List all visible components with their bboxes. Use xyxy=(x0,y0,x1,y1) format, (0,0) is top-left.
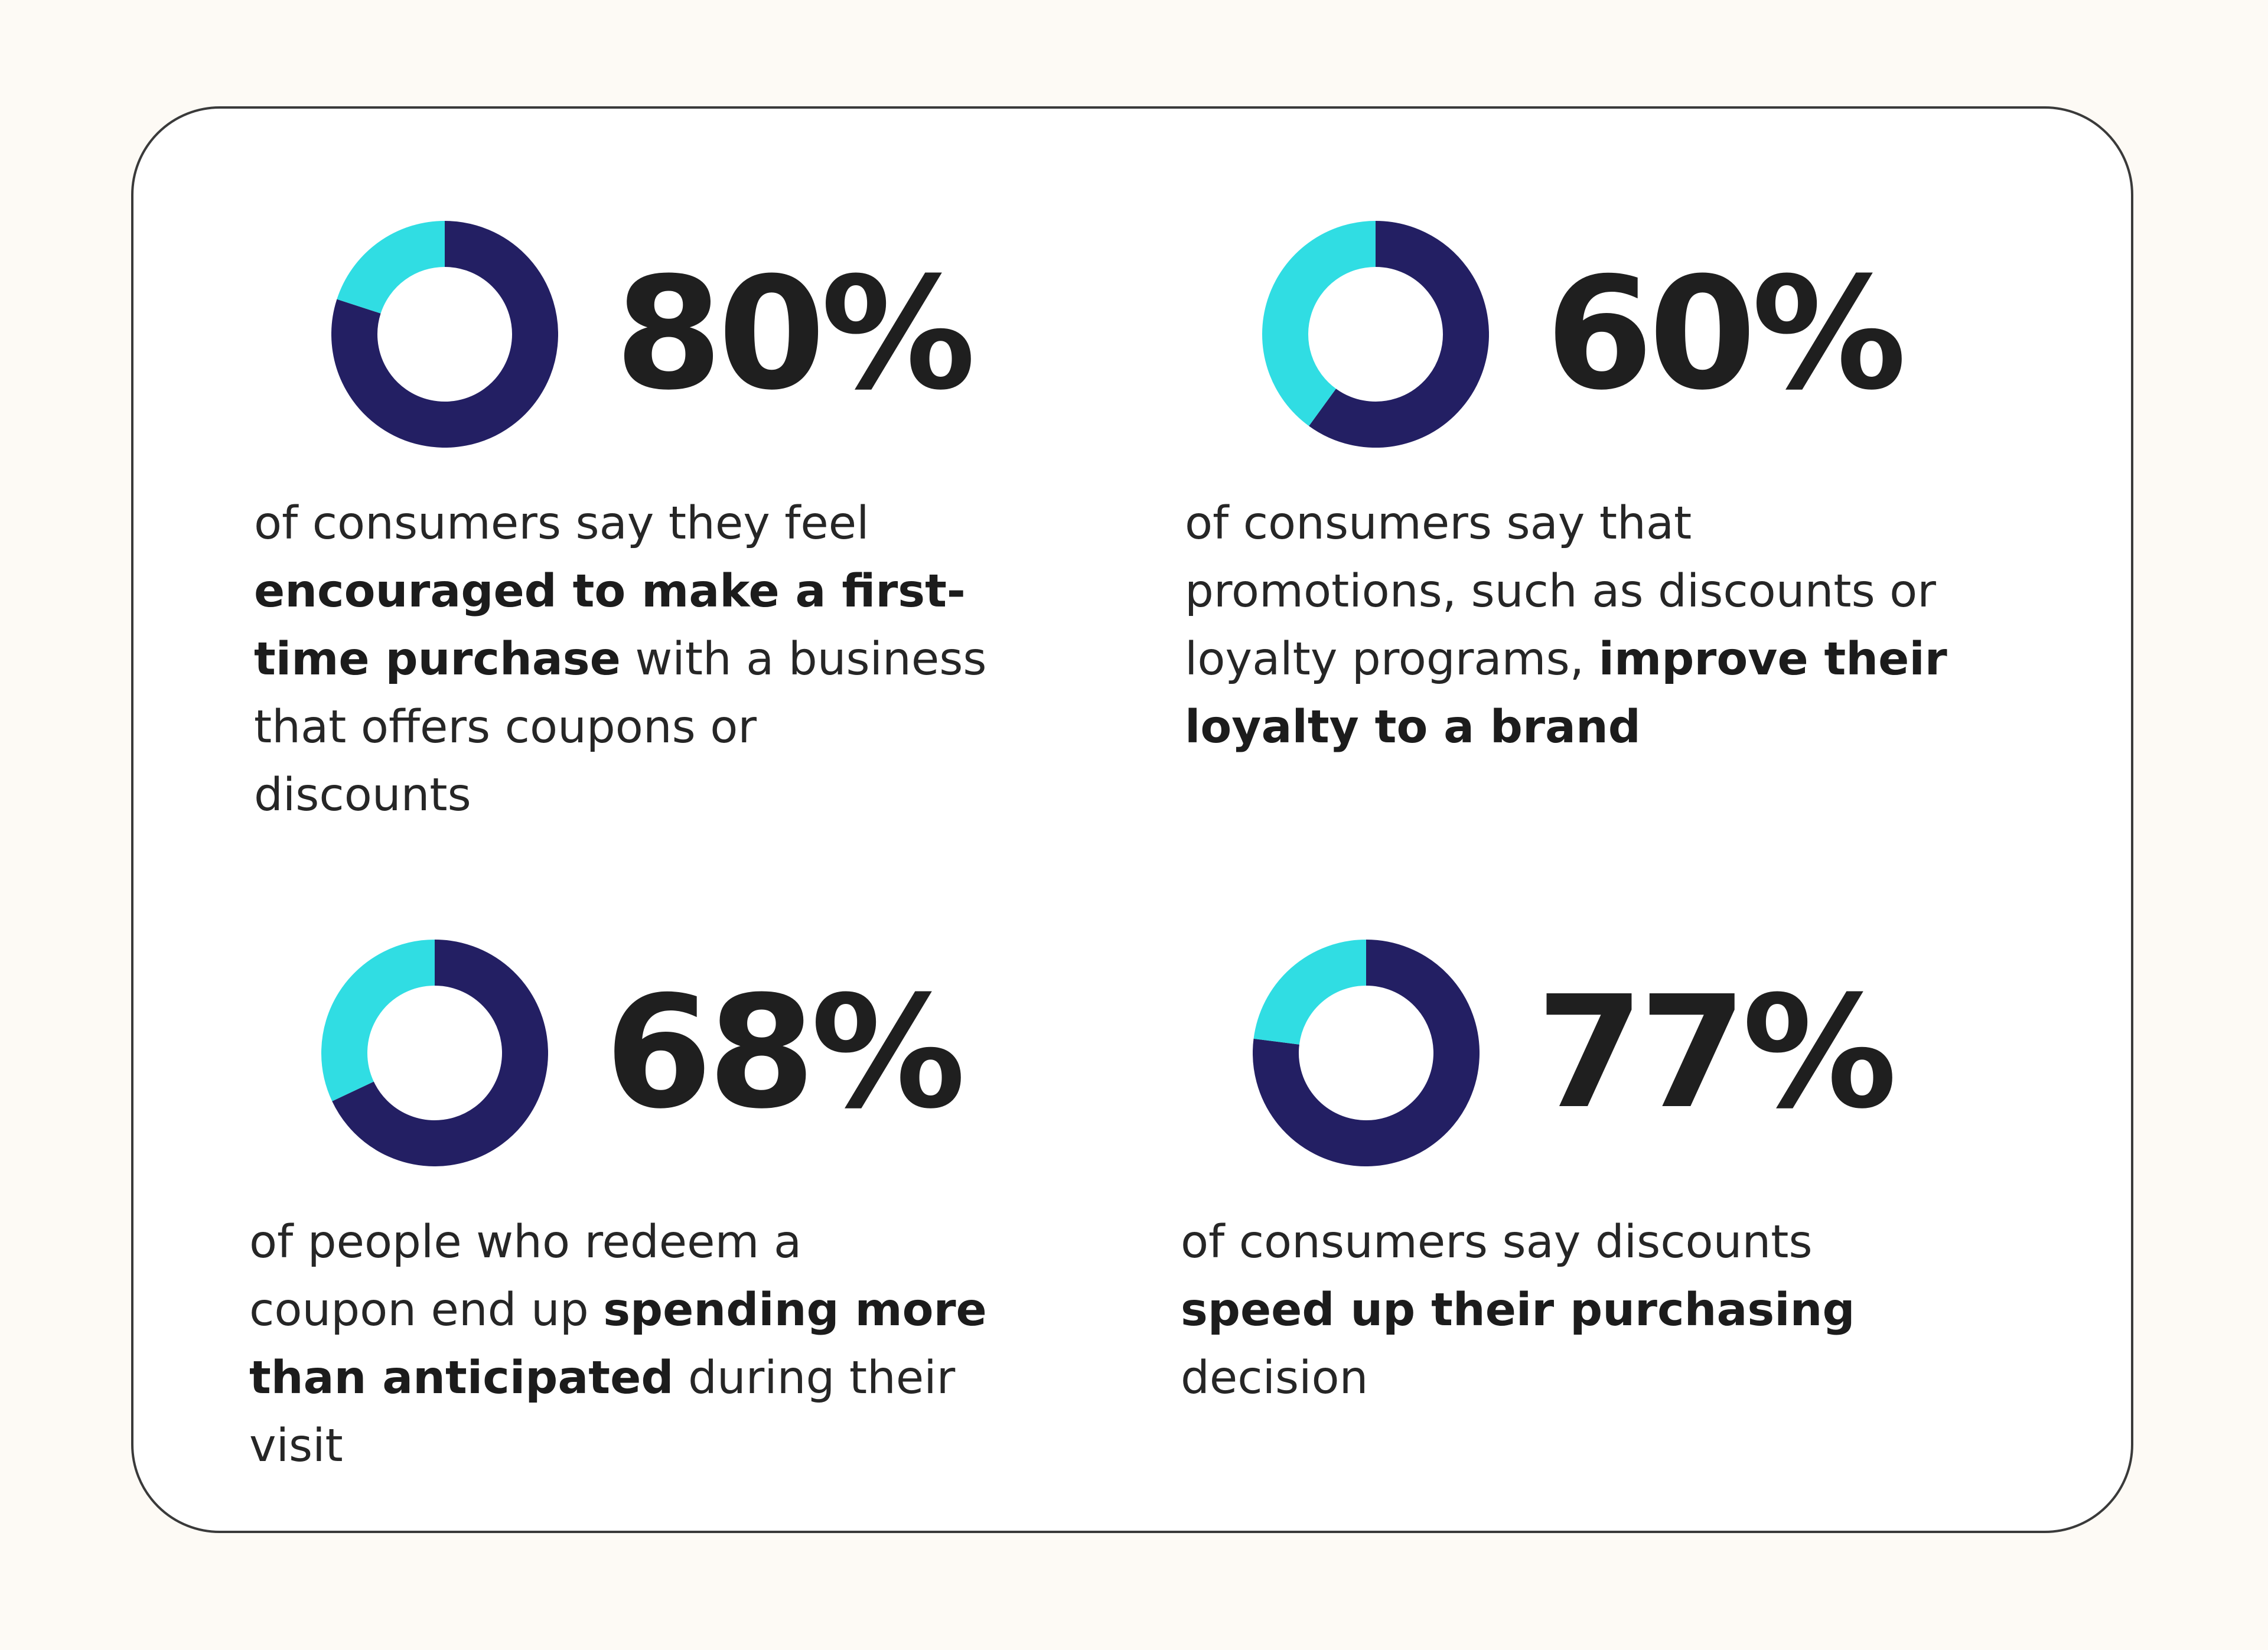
stat-percentage: 68% xyxy=(605,963,966,1143)
description-text: loyalty programs, xyxy=(1185,633,1599,686)
description-line: coupon end up spending more xyxy=(249,1276,987,1344)
description-text: promotions, such as discounts or xyxy=(1185,565,1936,618)
description-text: that offers coupons or xyxy=(254,701,757,754)
stat-description: of consumers say discounts speed up their… xyxy=(1181,1208,1855,1412)
donut-segment-remainder xyxy=(337,221,446,314)
description-line: loyalty to a brand xyxy=(1185,693,1947,761)
description-line: promotions, such as discounts or xyxy=(1185,557,1947,625)
donut-segment-value xyxy=(1253,940,1480,1166)
stat-description: of consumers say that promotions, such as… xyxy=(1185,490,1947,761)
description-emphasis: speed up their purchasing xyxy=(1181,1284,1855,1336)
description-line: time purchase with a business xyxy=(254,625,986,693)
description-line: visit xyxy=(249,1412,987,1480)
description-line: decision xyxy=(1181,1344,1855,1412)
description-emphasis: spending more xyxy=(603,1284,987,1336)
description-text: during their xyxy=(673,1352,956,1404)
description-text: of consumers say that xyxy=(1185,497,1692,550)
description-text: with a business xyxy=(620,633,987,686)
description-text: visit xyxy=(249,1420,343,1472)
donut-chart xyxy=(1262,221,1489,448)
donut-segment-value xyxy=(332,940,548,1166)
description-emphasis: encouraged to make a first- xyxy=(254,565,966,618)
description-line: discounts xyxy=(254,761,986,829)
donut-segment-value xyxy=(1309,221,1489,448)
stats-card: 80% of consumers say they feel encouraged… xyxy=(131,106,2133,1533)
description-emphasis: than anticipated xyxy=(249,1352,674,1404)
description-line: speed up their purchasing xyxy=(1181,1276,1855,1344)
description-text: discounts xyxy=(254,769,471,821)
description-line: of consumers say discounts xyxy=(1181,1208,1855,1276)
donut-segment-remainder xyxy=(1253,940,1367,1045)
donut-segment-remainder xyxy=(1262,221,1376,426)
description-line: than anticipated during their xyxy=(249,1344,987,1412)
description-emphasis: time purchase xyxy=(254,633,621,686)
donut-chart xyxy=(321,940,548,1166)
description-text: coupon end up xyxy=(249,1284,604,1336)
description-emphasis: improve their xyxy=(1598,633,1947,686)
description-line: that offers coupons or xyxy=(254,693,986,761)
stat-description: of people who redeem a coupon end up spen… xyxy=(249,1208,987,1480)
description-text: decision xyxy=(1181,1352,1368,1404)
stat-percentage: 77% xyxy=(1536,963,1897,1143)
description-text: of people who redeem a xyxy=(249,1216,802,1269)
donut-segment-remainder xyxy=(321,940,436,1101)
description-line: loyalty programs, improve their xyxy=(1185,625,1947,693)
stat-percentage: 60% xyxy=(1546,244,1907,424)
stat-percentage: 80% xyxy=(615,244,976,424)
donut-chart xyxy=(331,221,558,448)
donut-chart xyxy=(1253,940,1480,1166)
stat-description: of consumers say they feel encouraged to … xyxy=(254,490,986,829)
description-text: of consumers say they feel xyxy=(254,497,869,550)
description-emphasis: loyalty to a brand xyxy=(1185,701,1641,754)
description-text: of consumers say discounts xyxy=(1181,1216,1813,1269)
description-line: of consumers say they feel xyxy=(254,490,986,557)
donut-segment-value xyxy=(331,221,558,448)
description-line: of consumers say that xyxy=(1185,490,1947,557)
description-line: of people who redeem a xyxy=(249,1208,987,1276)
description-line: encouraged to make a first- xyxy=(254,557,986,625)
